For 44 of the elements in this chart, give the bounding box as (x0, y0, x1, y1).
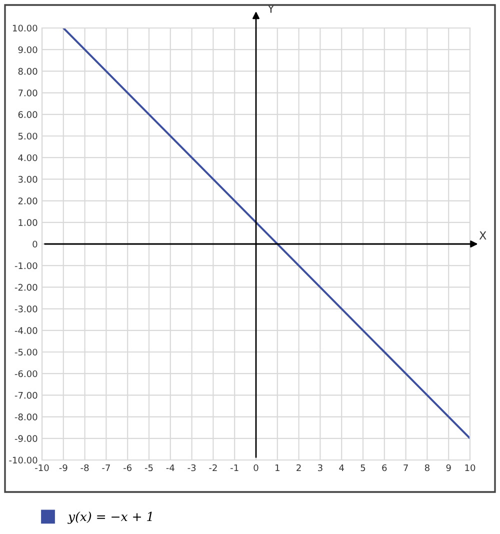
y-tick-label: 4.00 (18, 154, 38, 162)
y-tick-label: -2.00 (14, 284, 38, 291)
x-tick-label: 9 (446, 464, 451, 472)
x-tick-label: -3 (188, 464, 196, 472)
x-tick-label: 3 (318, 464, 322, 472)
y-tick-label: -5.00 (14, 348, 38, 356)
x-tick-label: -1 (230, 464, 238, 472)
x-tick-label: 5 (360, 464, 366, 472)
x-tick-label: 0 (254, 464, 258, 472)
y-tick-label: 3.00 (18, 176, 38, 183)
x-tick-label: -4 (166, 464, 174, 472)
y-tick-label: 10.00 (12, 24, 38, 32)
x-tick-label: -8 (80, 464, 89, 472)
x-tick-label: -7 (102, 464, 110, 472)
x-tick-label: 8 (424, 464, 430, 472)
y-tick-label: 7.00 (18, 90, 38, 96)
y-tick-label: 8.00 (18, 68, 38, 75)
x-tick-label: -10 (35, 464, 49, 472)
x-tick-label: 10 (465, 464, 476, 472)
y-tick-label: 2.00 (18, 198, 38, 204)
x-tick-label: 4 (339, 464, 344, 472)
y-tick-label: 5.00 (18, 132, 38, 140)
y-tick-label: 1.00 (18, 219, 38, 226)
x-tick-label: 6 (382, 464, 387, 472)
x-tick-label: -5 (144, 464, 153, 472)
x-tick-label: 1 (276, 464, 280, 472)
legend-label: y(x) = −x + 1 (68, 512, 152, 524)
x-tick-label: 2 (296, 464, 301, 472)
y-tick-label: -8.00 (14, 414, 38, 420)
y-tick-label: -7.00 (14, 392, 38, 399)
x-tick-label: -2 (209, 464, 217, 472)
x-tick-label: -9 (59, 464, 68, 472)
y-tick-label: -4.00 (14, 327, 38, 334)
y-tick-label: 6.00 (18, 111, 38, 118)
y-tick-label: -6.00 (14, 370, 38, 378)
y-tick-label: 0 (32, 240, 38, 248)
x-tick-label: 7 (404, 464, 408, 472)
x-axis-title: X (479, 231, 486, 240)
y-tick-label: 9.00 (18, 46, 38, 54)
y-tick-label: -9.00 (14, 435, 38, 442)
y-tick-label: -10.00 (9, 456, 38, 464)
y-tick-label: -1.00 (14, 262, 38, 270)
y-tick-label: -3.00 (14, 306, 38, 312)
x-tick-label: -6 (124, 464, 132, 472)
